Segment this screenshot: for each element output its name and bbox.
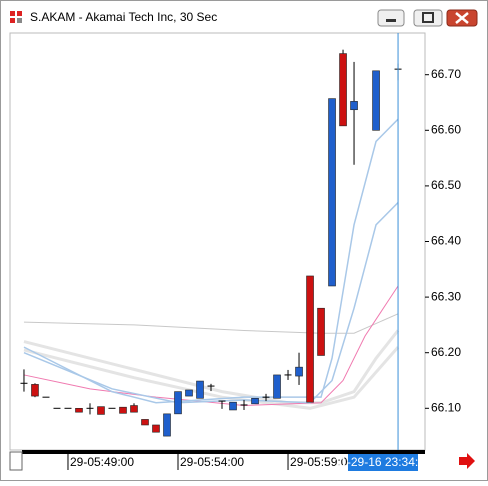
- close-button[interactable]: [446, 9, 478, 27]
- candle-body: [372, 70, 380, 131]
- y-tick-label: 66.10: [431, 400, 461, 414]
- x-tick-label: 29-05:54:00: [180, 455, 244, 469]
- scroll-right-arrow[interactable]: [459, 453, 475, 469]
- time-bar: [22, 450, 425, 454]
- candle-body: [185, 389, 193, 397]
- candle-body: [317, 307, 325, 356]
- y-tick-label: 66.30: [431, 289, 461, 303]
- average-line: [23, 118, 399, 404]
- window-title: S.AKAM - Akamai Tech Inc, 30 Sec: [30, 10, 217, 24]
- candle-body: [174, 391, 182, 415]
- candle-body: [339, 53, 347, 127]
- x-tick-label: 29-05:59:00: [290, 455, 354, 469]
- x-tick-label: 29-05:49:00: [70, 455, 134, 469]
- y-tick-label: 66.20: [431, 345, 461, 359]
- y-tick-label: 66.40: [431, 234, 461, 248]
- app-icon: [10, 11, 22, 23]
- y-tick-label: 66.70: [431, 67, 461, 81]
- average-line: [23, 313, 399, 334]
- candle-body: [229, 401, 237, 411]
- candle-body: [328, 98, 336, 287]
- candle-body: [141, 419, 149, 426]
- average-line: [23, 346, 400, 410]
- candle-body: [306, 275, 314, 403]
- candle-body: [163, 413, 171, 437]
- candle-body: [295, 366, 303, 377]
- candle-body: [119, 406, 127, 414]
- candle-body: [130, 405, 138, 413]
- candle-body: [152, 424, 160, 433]
- minimize-button[interactable]: [377, 9, 405, 27]
- candle-body: [350, 101, 358, 111]
- average-line: [23, 202, 399, 404]
- candle-body: [196, 380, 204, 399]
- y-tick-label: 66.60: [431, 122, 461, 136]
- scroll-box[interactable]: [9, 451, 23, 471]
- candle-body: [273, 374, 281, 399]
- cursor-label: 11-29-16 23:34:00: [334, 455, 432, 469]
- candle-body: [97, 406, 105, 415]
- chart: 66.10 66.20 66.30 66.40 66.50 66.60 66.70 29-05…: [20, 33, 461, 471]
- maximize-button[interactable]: [413, 9, 443, 27]
- cursor-label-bg: [348, 454, 418, 471]
- candle-body: [75, 407, 83, 413]
- y-tick-label: 66.50: [431, 178, 461, 192]
- candle-body: [251, 397, 259, 405]
- candle-body: [31, 384, 39, 397]
